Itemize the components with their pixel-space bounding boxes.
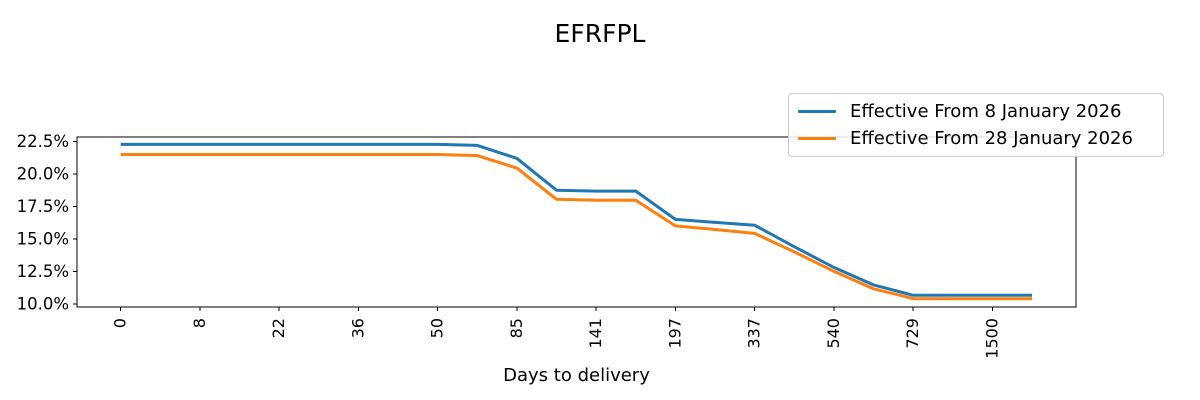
plot-spines — [76, 136, 1077, 308]
legend-label: Effective From 8 January 2026 — [850, 101, 1122, 122]
x-tick-label: 50 — [428, 318, 447, 338]
y-tick-label: 15.0% — [17, 229, 69, 248]
y-tick-label: 17.5% — [17, 197, 69, 216]
x-tick-label: 729 — [903, 318, 922, 349]
legend-line-swatch-orange — [798, 136, 836, 141]
chart-title: EFRFPL — [554, 19, 646, 48]
series-line-0 — [120, 142, 1032, 297]
y-tick-label: 12.5% — [17, 262, 69, 281]
series-line-1 — [120, 153, 1032, 301]
x-tick-label: 540 — [824, 318, 843, 349]
x-tick-label: 337 — [745, 318, 764, 349]
y-tick-label: 20.0% — [17, 164, 69, 183]
x-tick-label: 36 — [348, 318, 367, 338]
x-tick-label: 197 — [665, 318, 684, 349]
x-tick-label: 0 — [111, 318, 130, 328]
legend-item: Effective From 8 January 2026 — [798, 98, 1154, 125]
legend-item: Effective From 28 January 2026 — [798, 125, 1154, 152]
x-axis-label: Days to delivery — [503, 365, 650, 386]
x-tick-label: 141 — [586, 318, 605, 349]
x-tick-label: 85 — [507, 318, 526, 338]
legend-line-swatch-blue — [798, 109, 836, 114]
legend-label: Effective From 28 January 2026 — [850, 128, 1133, 149]
y-tick-label: 22.5% — [17, 132, 69, 151]
x-tick-label: 1500 — [982, 318, 1001, 359]
y-tick-label: 10.0% — [17, 294, 69, 313]
x-tick-label: 8 — [190, 318, 209, 328]
legend: Effective From 8 January 2026 Effective … — [788, 93, 1164, 157]
x-tick-label: 22 — [269, 318, 288, 338]
